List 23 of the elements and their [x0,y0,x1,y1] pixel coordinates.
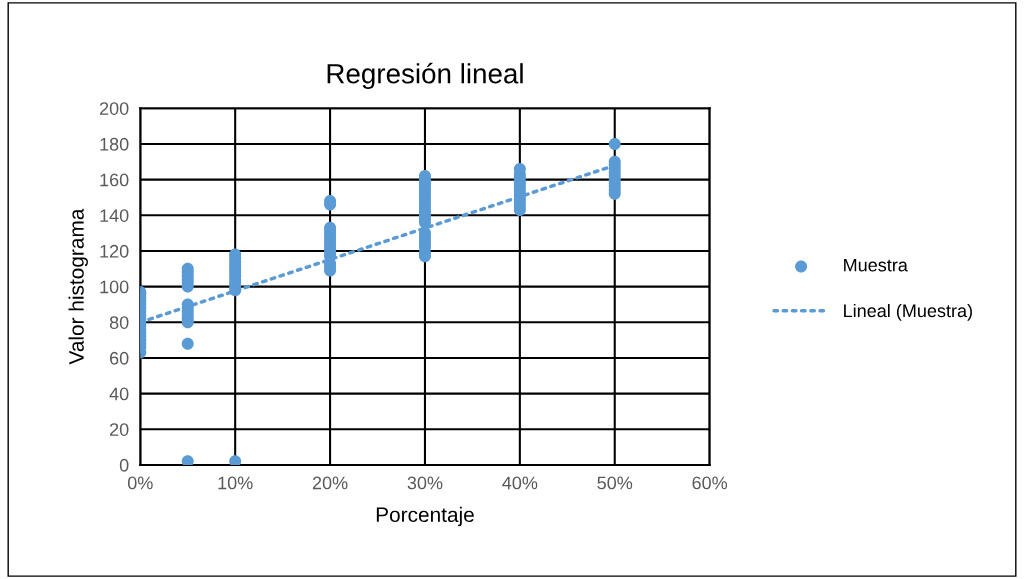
y-tick-label: 120 [100,244,129,258]
x-tick-label: 60% [692,476,728,490]
x-tick-label: 40% [502,476,538,490]
y-tick-label: 180 [100,137,129,151]
y-tick-label: 60 [110,351,129,365]
x-tick-label: 0% [127,476,153,490]
y-tick-label: 20 [110,423,129,436]
y-tick-label: 100 [100,280,129,294]
y-tick-label: 200 [99,102,129,115]
x-tick-label: 10% [218,476,253,490]
legend-label: Lineal (Muestra) [844,303,972,321]
x-axis-title: Porcentaje [376,506,474,527]
legend-label: Muestra [844,258,908,272]
y-tick-label: 140 [100,209,129,222]
y-tick-label: 40 [109,387,129,401]
y-tick-label: 160 [100,173,129,187]
chart-title: Regresión lineal [327,62,523,90]
y-tick-label: 0 [119,458,129,472]
x-tick-label: 20% [312,476,348,490]
x-tick-label: 50% [597,476,633,490]
y-tick-label: 80 [109,316,129,329]
x-tick-label: 30% [407,476,443,490]
y-axis-title: Valor histograma [68,208,88,365]
